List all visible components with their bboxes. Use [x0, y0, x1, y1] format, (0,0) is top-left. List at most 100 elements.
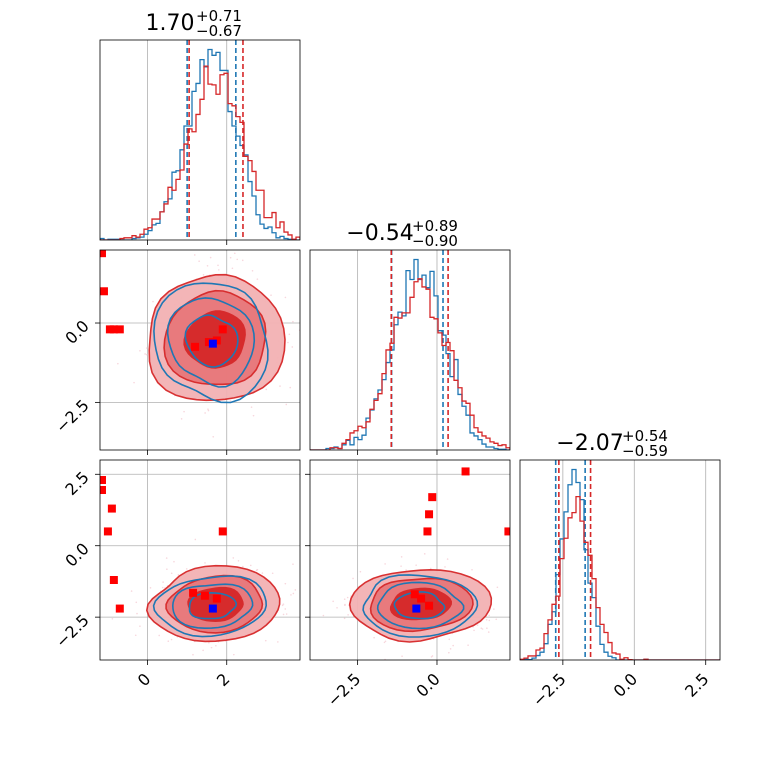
scatter-point: [336, 606, 338, 609]
scatter-point: [192, 653, 194, 656]
scatter-point: [347, 614, 349, 616]
scatter-point: [202, 273, 205, 276]
scatter-point: [265, 388, 268, 391]
scatter-point: [190, 681, 192, 683]
scatter-point: [471, 568, 473, 571]
scatter-point: [256, 568, 259, 571]
panel-title-plus: +0.54: [622, 427, 668, 445]
outlier-marker: [212, 594, 221, 603]
outlier-marker: [504, 527, 510, 536]
scatter-point: [476, 624, 479, 626]
x-tick-label: −2.5: [324, 669, 365, 710]
scatter-point: [158, 634, 161, 637]
scatter-point: [241, 259, 244, 262]
panel-title-plus: +0.71: [196, 7, 242, 25]
scatter-point: [149, 587, 152, 589]
outlier-marker: [423, 527, 432, 536]
panel-title-plus: +0.89: [412, 217, 458, 235]
scatter-point: [145, 347, 148, 349]
axes-frame: [519, 459, 721, 661]
scatter-point: [401, 655, 403, 658]
scatter-point: [405, 569, 407, 571]
scatter-point: [198, 260, 200, 263]
scatter-point: [288, 333, 291, 336]
scatter-point: [524, 634, 526, 636]
contour-blue-level-1: [166, 297, 256, 388]
contour-panel-1-0: [99, 244, 331, 472]
scatter-point: [343, 598, 346, 601]
contour-blue-level-2: [184, 314, 239, 368]
scatter-point: [167, 640, 170, 643]
truth-marker: [208, 339, 217, 348]
contour-blue-level-1: [376, 581, 465, 630]
contour-panel-2-0: [99, 459, 301, 683]
contour-blue-level-2: [188, 591, 238, 620]
scatter-point: [329, 363, 331, 365]
scatter-point: [282, 613, 285, 616]
scatter-point: [431, 655, 434, 657]
scatter-point: [373, 636, 375, 639]
scatter-point: [384, 563, 386, 565]
scatter-point: [400, 556, 403, 558]
y-tick-label: 0.0: [61, 316, 92, 347]
scatter-point: [210, 646, 213, 649]
histogram-red: [520, 495, 720, 660]
scatter-point: [185, 568, 188, 570]
x-tick-label: 2: [213, 669, 234, 690]
scatter-point: [488, 619, 491, 622]
scatter-point: [139, 349, 141, 352]
scatter-point: [429, 567, 432, 570]
scatter-point: [285, 403, 288, 406]
outlier-marker: [191, 342, 200, 351]
scatter-point: [485, 619, 488, 621]
truth-marker: [412, 604, 421, 613]
contour-blue-level-0: [153, 282, 269, 404]
scatter-point: [444, 566, 446, 568]
scatter-point: [448, 638, 451, 641]
scatter-point: [383, 641, 386, 644]
y-tick-label: −2.5: [52, 611, 93, 652]
scatter-point: [291, 346, 294, 348]
scatter-point: [206, 265, 209, 267]
scatter-point: [496, 586, 499, 589]
scatter-point: [159, 470, 161, 472]
scatter-point: [289, 386, 292, 389]
panel-title-value: −2.07: [556, 431, 623, 456]
scatter-point: [284, 582, 287, 585]
scatter-point: [207, 247, 209, 249]
outlier-marker: [218, 325, 227, 334]
histogram-red: [310, 278, 510, 450]
scatter-point: [285, 613, 288, 615]
scatter-point: [207, 408, 209, 410]
scatter-point: [480, 627, 483, 630]
scatter-point: [304, 599, 306, 601]
outlier-marker: [100, 287, 108, 296]
scatter-point: [209, 256, 212, 259]
scatter-point: [202, 649, 204, 652]
axes-frame: [99, 459, 301, 661]
scatter-point: [415, 564, 417, 566]
scatter-point: [400, 565, 402, 567]
scatter-point: [161, 586, 164, 589]
scatter-point: [193, 254, 196, 256]
scatter-point: [215, 644, 217, 647]
scatter-point: [332, 600, 334, 603]
scatter-point: [229, 400, 232, 402]
scatter-point: [250, 406, 253, 408]
y-tick-label: −2.5: [52, 396, 93, 437]
scatter-point: [194, 538, 197, 541]
scatter-point: [446, 558, 449, 560]
outlier-marker: [425, 510, 434, 519]
x-tick-label: 0.0: [412, 669, 443, 700]
outlier-marker: [115, 604, 124, 613]
histogram-panel-0: 1.70 +0.71−0.67: [99, 7, 301, 241]
scatter-point: [284, 296, 287, 299]
scatter-point: [249, 564, 252, 567]
contour-blue-level-0: [362, 574, 479, 638]
scatter-point: [493, 608, 495, 610]
scatter-point: [343, 617, 346, 620]
scatter-point: [261, 572, 264, 574]
scatter-point: [233, 252, 236, 255]
scatter-point: [218, 244, 220, 246]
